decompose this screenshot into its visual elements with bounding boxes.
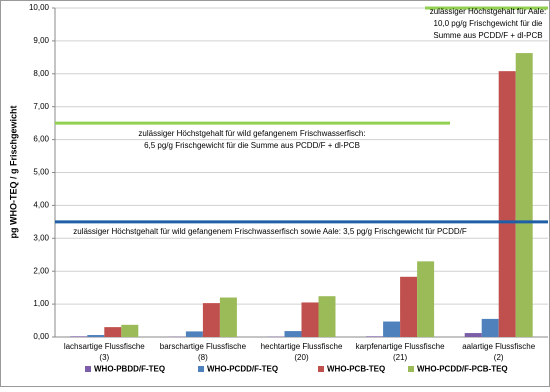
legend-swatch [85, 366, 91, 372]
bar [285, 331, 302, 337]
bar [104, 327, 121, 337]
x-tick-label: barschartige Flussfische [160, 342, 247, 351]
bar [516, 53, 533, 337]
y-tick-label: 4,00 [33, 201, 49, 210]
bar [302, 302, 319, 337]
legend-swatch [198, 366, 204, 372]
x-tick-label: (8) [198, 353, 208, 362]
annotation: 6,5 pg/g Frischgewicht für die Summe aus… [144, 141, 360, 150]
annotation: zulässiger Höchstgehalt für wild gefange… [73, 227, 467, 236]
bar [87, 335, 104, 337]
x-tick-label: (21) [393, 353, 408, 362]
legend-label: WHO-PCDD/F-PCB-TEQ [417, 365, 508, 374]
bar [319, 296, 336, 337]
y-tick-label: 3,00 [33, 233, 49, 242]
x-tick-label: aalartige Flussfische [462, 342, 535, 351]
x-tick-label: (3) [99, 353, 109, 362]
bar [400, 277, 417, 337]
bar [417, 261, 434, 337]
legend-swatch [408, 366, 414, 372]
bar [482, 319, 499, 337]
y-tick-label: 5,00 [33, 168, 49, 177]
y-tick-label: 10,00 [29, 3, 50, 12]
bar [220, 298, 237, 337]
annotation: zulässiger Höchstgehalt für wild gefange… [138, 129, 365, 138]
bar [366, 336, 383, 337]
x-tick-label: lachsartige Flussfische [64, 342, 145, 351]
y-tick-label: 2,00 [33, 266, 49, 275]
y-tick-label: 9,00 [33, 36, 49, 45]
bar [203, 303, 220, 337]
bar [465, 333, 482, 337]
x-tick-label: hechtartige Flussfische [261, 342, 343, 351]
y-tick-label: 7,00 [33, 102, 49, 111]
bar [70, 336, 87, 337]
annotation: 10,0 pg/g Frischgewicht für die [434, 19, 543, 28]
y-tick-label: 6,00 [33, 135, 49, 144]
x-tick-label: karpfenartige Flussfische [356, 342, 445, 351]
y-tick-label: 1,00 [33, 299, 49, 308]
legend-label: WHO-PBDD/F-TEQ [94, 365, 165, 374]
annotation: Summe aus PCDD/F + dl-PCB [433, 31, 542, 40]
bar [121, 325, 138, 337]
y-tick-label: 0,00 [33, 332, 49, 341]
legend-label: WHO-PCB-TEQ [327, 365, 385, 374]
y-axis-label: pg WHO-TEQ / g Frischgewicht [8, 105, 18, 238]
annotation: zulässiger Höchstgehalt für Aale: [430, 7, 547, 16]
x-tick-label: (2) [494, 353, 504, 362]
bar [499, 71, 516, 337]
bar [186, 331, 203, 337]
bar [383, 322, 400, 337]
x-tick-label: (20) [294, 353, 309, 362]
legend-label: WHO-PCDD/F-TEQ [207, 365, 278, 374]
legend-swatch [318, 366, 324, 372]
y-tick-label: 8,00 [33, 69, 49, 78]
